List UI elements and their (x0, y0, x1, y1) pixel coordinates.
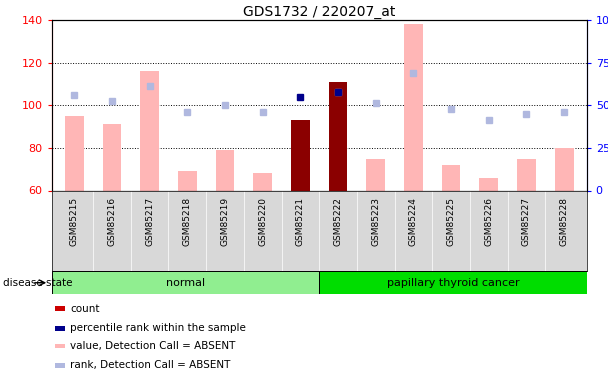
Bar (55, 363, 65, 368)
Bar (328, 82, 347, 190)
Text: GSM85223: GSM85223 (371, 197, 380, 246)
Text: rank, Detection Call = ABSENT: rank, Detection Call = ABSENT (71, 360, 231, 370)
Bar (216, 150, 235, 190)
Bar (65, 116, 84, 190)
Text: normal: normal (166, 278, 205, 288)
Text: GSM85218: GSM85218 (183, 197, 192, 246)
Text: GSM85228: GSM85228 (559, 197, 568, 246)
Bar (254, 173, 272, 190)
Bar (291, 120, 310, 190)
Bar (366, 159, 385, 190)
Bar (140, 71, 159, 190)
Bar (55, 306, 65, 311)
Text: GSM85220: GSM85220 (258, 197, 267, 246)
Bar (52, 271, 319, 294)
Bar (178, 171, 197, 190)
Text: GSM85226: GSM85226 (484, 197, 493, 246)
Bar (55, 344, 65, 348)
Text: papillary thyroid cancer: papillary thyroid cancer (387, 278, 519, 288)
Text: count: count (71, 304, 100, 314)
Text: disease state: disease state (3, 278, 72, 288)
Title: GDS1732 / 220207_at: GDS1732 / 220207_at (243, 5, 395, 19)
Text: GSM85227: GSM85227 (522, 197, 531, 246)
Bar (517, 159, 536, 190)
Bar (404, 24, 423, 190)
Bar (319, 271, 587, 294)
Text: GSM85221: GSM85221 (296, 197, 305, 246)
Bar (55, 326, 65, 331)
Bar (291, 120, 310, 190)
Bar (479, 178, 498, 190)
Text: percentile rank within the sample: percentile rank within the sample (71, 323, 246, 333)
Bar (103, 124, 122, 190)
Bar (328, 82, 347, 190)
Text: GSM85225: GSM85225 (447, 197, 455, 246)
Text: GSM85219: GSM85219 (221, 197, 229, 246)
Text: GSM85216: GSM85216 (108, 197, 117, 246)
Text: GSM85215: GSM85215 (70, 197, 79, 246)
Text: GSM85222: GSM85222 (334, 197, 342, 246)
Bar (554, 148, 573, 190)
Bar (441, 165, 460, 190)
Text: GSM85224: GSM85224 (409, 197, 418, 246)
Text: value, Detection Call = ABSENT: value, Detection Call = ABSENT (71, 341, 236, 351)
Text: GSM85217: GSM85217 (145, 197, 154, 246)
